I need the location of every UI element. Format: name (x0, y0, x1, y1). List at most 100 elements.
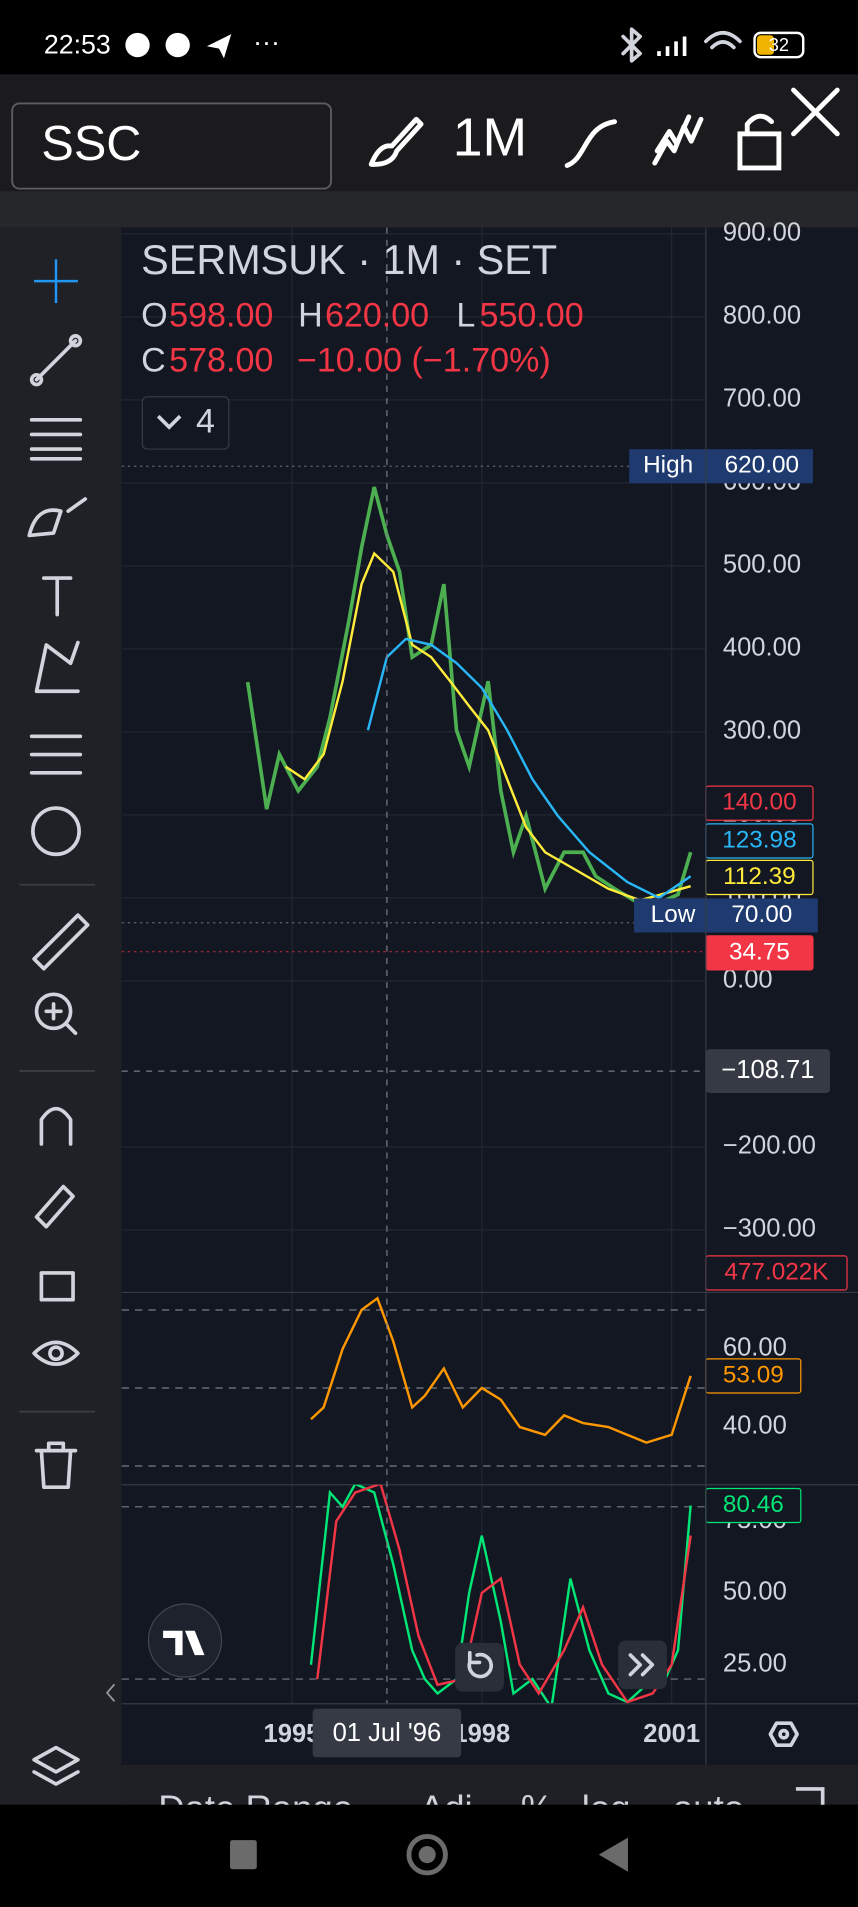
magnet-tool[interactable] (39, 1106, 73, 1146)
change-value: −10.00 (−1.70%) (297, 342, 551, 380)
wifi-icon (704, 31, 742, 50)
series-line (245, 486, 693, 909)
eye-pupil (48, 1345, 64, 1362)
lock-icon[interactable] (744, 113, 775, 137)
y-tick-label: 60.00 (723, 1334, 787, 1362)
crosshair-price-box (705, 1049, 830, 1093)
lock-drawings-tool[interactable] (34, 1184, 75, 1229)
tv-logo-mark (163, 1630, 210, 1656)
handle (68, 334, 83, 348)
price-tag-text: 123.98 (722, 826, 796, 853)
y-tick-label: 400.00 (723, 634, 801, 662)
drawing-tools (19, 259, 116, 1786)
legend-title: SERMSUK · 1M · SET (141, 237, 557, 283)
high-label: High (643, 452, 693, 479)
interval[interactable]: 1M (453, 108, 527, 167)
series-line (316, 1484, 692, 1704)
symbol[interactable]: SSC (41, 117, 141, 171)
prediction-tool[interactable] (29, 734, 83, 775)
series-line (284, 551, 691, 902)
zoom-tool[interactable] (34, 992, 73, 1031)
lock-tool[interactable] (39, 1271, 75, 1302)
bottom-option[interactable]: auto (673, 1787, 744, 1828)
price-tag-text: 34.75 (729, 938, 790, 965)
series-line (366, 637, 692, 900)
y-tick-label: 900.00 (723, 219, 801, 247)
crosshair-date-box (312, 1708, 462, 1758)
low-label: Low (651, 901, 696, 928)
low-value: 70.00 (731, 901, 792, 928)
brush-tool[interactable] (27, 497, 88, 538)
y-tick-label: 40.00 (723, 1412, 787, 1440)
tv-logo[interactable] (147, 1603, 223, 1678)
lock-icon[interactable] (737, 131, 782, 171)
reset-button[interactable] (455, 1642, 504, 1692)
y-tick-label: 25.00 (723, 1649, 787, 1677)
clock: 22:53 (44, 29, 111, 59)
home-button[interactable] (406, 1833, 448, 1876)
crosshair-price: −108.71 (721, 1056, 814, 1084)
scroll-icon (628, 1653, 655, 1677)
symbol-box[interactable] (11, 102, 332, 190)
divider (19, 883, 95, 1413)
signal-icon (657, 36, 687, 56)
low-label: L (456, 297, 475, 335)
bottom-bar (121, 1764, 858, 1805)
trend-line-tool[interactable] (34, 338, 78, 382)
chart-type-icon[interactable] (564, 119, 618, 168)
indicators-icon[interactable] (652, 114, 704, 166)
series-line (310, 1296, 692, 1444)
recents-button[interactable] (230, 1840, 257, 1870)
battery-text: 32 (769, 34, 789, 55)
open-value: 598.00 (169, 297, 273, 335)
scroll-button[interactable] (618, 1640, 667, 1690)
last-value-text: 53.09 (723, 1361, 784, 1388)
y-tick-label: 50.00 (723, 1578, 787, 1606)
collapse-handle[interactable] (105, 1683, 116, 1702)
bottom-option[interactable]: Date Range (158, 1787, 353, 1828)
back-button[interactable] (598, 1837, 628, 1872)
chevron (156, 414, 182, 430)
layers-icon[interactable] (32, 1745, 80, 1786)
close-label: C (141, 342, 166, 380)
close-icon[interactable] (791, 87, 840, 137)
bottom-options: Date Range Adj% log auto (158, 1787, 744, 1828)
battery (753, 31, 805, 59)
indicators-toggle[interactable] (141, 396, 230, 450)
open-label: O (141, 297, 168, 335)
price-tag-text: 140.00 (722, 789, 796, 816)
text-tool[interactable] (42, 576, 73, 617)
fib-tool[interactable] (29, 418, 83, 461)
crosshair-tool[interactable] (34, 259, 78, 304)
emoji-tool[interactable] (31, 806, 81, 857)
bottom-option[interactable]: log (582, 1787, 631, 1828)
brush-icon[interactable] (368, 116, 424, 167)
y-tick-label: 700.00 (723, 385, 801, 413)
low-tag (634, 898, 818, 933)
indicators-count[interactable]: 4 (196, 403, 215, 441)
last-value-text: 80.46 (723, 1491, 784, 1518)
drawing-toolbar (0, 227, 122, 1805)
zoom-icon (44, 1002, 78, 1036)
delete-tool[interactable] (34, 1441, 78, 1489)
bluetooth-icon (621, 27, 642, 63)
y-tick-label: −200.00 (723, 1132, 816, 1160)
settings-icon[interactable] (768, 1721, 799, 1747)
bottom-option[interactable]: % (521, 1787, 553, 1828)
y-tick-label: 800.00 (723, 302, 801, 330)
y-tick-label: 500.00 (723, 551, 801, 579)
ruler-tool[interactable] (32, 913, 90, 971)
more-icon: ··· (253, 27, 280, 57)
chart: 199519982001900.00800.00700.00600.00500.… (121, 219, 858, 1758)
high-label: H (298, 297, 323, 335)
reset-icon (467, 1650, 494, 1679)
telegram-icon (125, 32, 150, 58)
pattern-tool[interactable] (34, 640, 80, 694)
high-tag (629, 449, 813, 484)
visibility-tool[interactable] (32, 1340, 80, 1367)
bottom-option[interactable]: Adj (420, 1787, 473, 1828)
gear-icon[interactable] (795, 1787, 825, 1826)
series-line (309, 1484, 692, 1704)
close-value: 578.00 (169, 342, 273, 380)
